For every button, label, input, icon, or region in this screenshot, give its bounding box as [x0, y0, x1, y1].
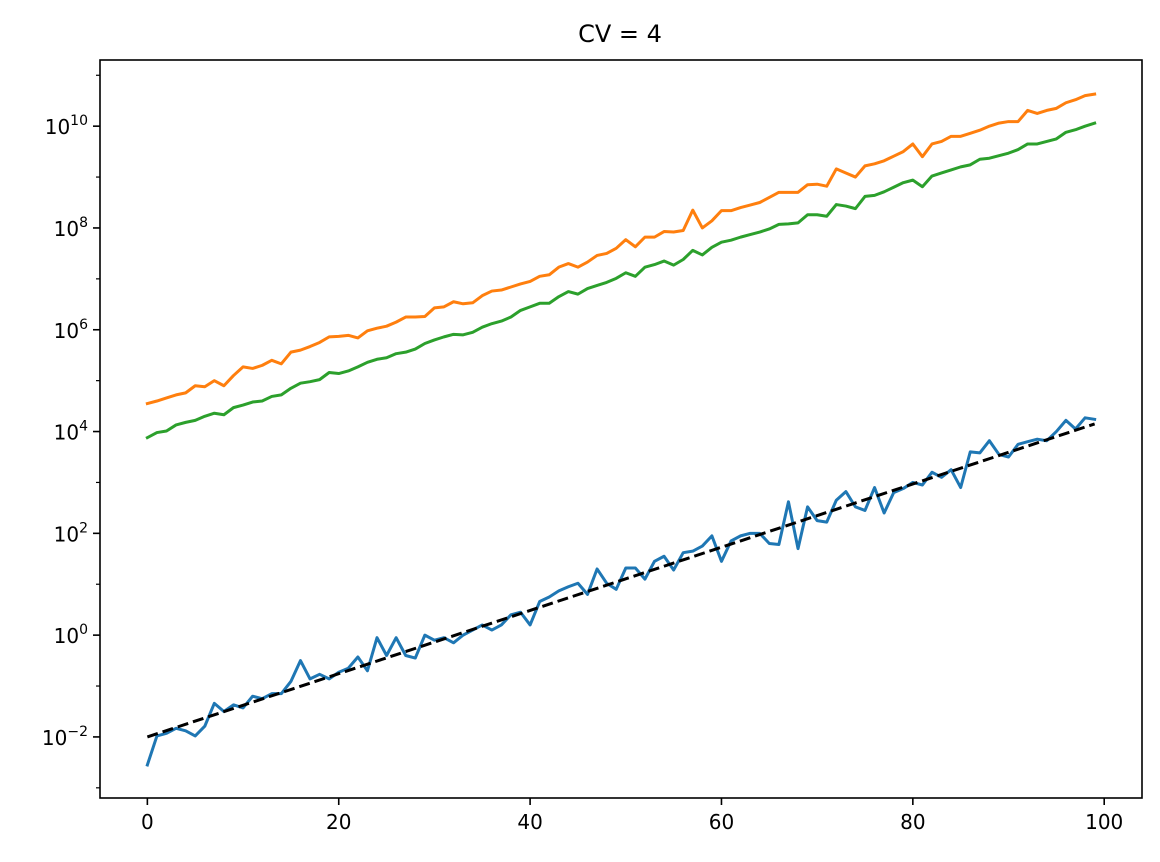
y-tick-label: 108 [54, 215, 88, 241]
x-tick-label: 100 [1085, 810, 1123, 834]
y-tick-label: 10−2 [42, 724, 88, 750]
y-tick-label: 1010 [45, 113, 88, 139]
orange-series-line [145, 92, 1097, 406]
x-tick-label: 0 [141, 810, 154, 834]
axes: 0 20 40 60 80 100 10−2 100 102 104 106 108 1010 [42, 59, 1143, 834]
chart-title: CV = 4 [578, 20, 662, 48]
y-tick-label: 104 [54, 419, 88, 445]
x-tick-label: 40 [517, 810, 542, 834]
plot-area [145, 92, 1097, 767]
x-tick-label: 80 [900, 810, 925, 834]
y-tick-label: 102 [54, 520, 88, 546]
green-series-line [145, 121, 1097, 440]
y-tick-label: 106 [54, 317, 88, 343]
blue-series-line [145, 416, 1097, 767]
axes-frame [99, 59, 1143, 799]
x-tick-label: 60 [709, 810, 734, 834]
x-tick-label: 20 [326, 810, 351, 834]
y-tick-label: 100 [54, 622, 88, 648]
trend-dashed-line [146, 422, 1096, 739]
